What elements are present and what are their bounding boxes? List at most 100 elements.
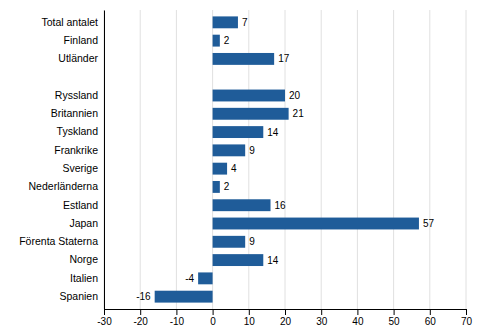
data-label: 7 xyxy=(242,17,248,28)
y-tick-label: Tyskland xyxy=(57,125,99,137)
y-tick-label: Nederländerna xyxy=(29,180,99,192)
bar xyxy=(155,291,213,303)
data-label: 2 xyxy=(224,181,230,192)
y-tick: Ryssland xyxy=(55,89,104,101)
bar xyxy=(213,218,419,230)
x-tick: 40 xyxy=(352,309,364,327)
y-tick-label: Total antalet xyxy=(41,16,98,28)
y-tick-label: Utländer xyxy=(58,52,98,64)
x-tick-label: 70 xyxy=(461,316,473,327)
grid-line xyxy=(357,10,358,309)
y-tick-label: Estland xyxy=(63,199,98,211)
bar xyxy=(213,254,264,266)
bar xyxy=(213,144,246,156)
x-tick: 20 xyxy=(280,309,292,327)
x-tick-mark xyxy=(321,309,322,315)
x-tick-label: -20 xyxy=(133,316,148,327)
x-tick-label: 50 xyxy=(389,316,401,327)
bar xyxy=(213,199,271,211)
x-tick-mark xyxy=(466,309,467,315)
grid-line xyxy=(393,10,394,309)
x-tick-mark xyxy=(249,309,250,315)
data-label: 4 xyxy=(231,163,237,174)
bar xyxy=(213,126,264,138)
y-tick: Frankrike xyxy=(54,144,104,156)
grid-line xyxy=(321,10,322,309)
bars xyxy=(155,16,419,302)
x-tick: -10 xyxy=(170,309,185,327)
y-tick-label: Spanien xyxy=(59,290,98,302)
y-tick: Estland xyxy=(63,199,104,211)
data-label: 57 xyxy=(423,218,435,229)
x-tick-mark xyxy=(357,309,358,315)
bar xyxy=(213,236,246,248)
data-labels: 72172021149421657914-4-16 xyxy=(136,17,434,302)
data-label: -16 xyxy=(136,291,151,302)
x-tick: 60 xyxy=(425,309,437,327)
bar xyxy=(213,90,285,102)
bar xyxy=(213,108,289,120)
data-label: 14 xyxy=(267,255,279,266)
y-tick: Norge xyxy=(69,253,104,265)
y-tick-label: Finland xyxy=(64,34,99,46)
x-tick-mark xyxy=(285,309,286,315)
x-tick: 70 xyxy=(461,309,473,327)
x-tick-label: 0 xyxy=(210,316,216,327)
y-tick: Italien xyxy=(70,272,104,284)
y-tick-label: Italien xyxy=(70,272,98,284)
x-tick-label: -10 xyxy=(170,316,185,327)
x-tick-label: -30 xyxy=(97,316,112,327)
x-tick-mark xyxy=(430,309,431,315)
grid-line xyxy=(429,10,430,309)
x-tick-label: 60 xyxy=(425,316,437,327)
data-label: 20 xyxy=(289,90,301,101)
x-tick-mark xyxy=(213,309,214,315)
x-tick: -30 xyxy=(97,309,112,327)
data-label: 14 xyxy=(267,127,279,138)
bar xyxy=(213,163,227,175)
y-axis-line xyxy=(104,11,105,310)
x-tick: 30 xyxy=(316,309,328,327)
y-tick: Sverige xyxy=(62,162,104,174)
y-tick: Japan xyxy=(69,217,104,229)
y-tick: Britannien xyxy=(51,107,104,119)
grid-line xyxy=(104,10,105,309)
y-tick-label: Frankrike xyxy=(54,144,98,156)
y-tick-label: Förenta Staterna xyxy=(19,235,98,247)
bar xyxy=(213,16,238,28)
y-tick-label: Sverige xyxy=(62,162,98,174)
x-tick-label: 40 xyxy=(352,316,364,327)
chart: 72172021149421657914-4-16-30-20-10010203… xyxy=(0,0,486,335)
y-tick: Total antalet xyxy=(41,16,104,28)
data-label: -4 xyxy=(185,273,194,284)
data-label: 17 xyxy=(278,53,290,64)
data-label: 9 xyxy=(249,145,255,156)
x-axis: -30 -20 -10 0 10 20 30 40 50 60 70 xyxy=(97,309,472,327)
x-axis-line xyxy=(105,310,467,316)
x-tick-mark xyxy=(394,309,395,315)
bar xyxy=(213,53,275,65)
bar xyxy=(198,272,212,284)
plot: 72172021149421657914-4-16-30-20-10010203… xyxy=(19,10,472,327)
x-tick-label: 10 xyxy=(244,316,256,327)
y-tick: Förenta Staterna xyxy=(19,235,104,247)
data-label: 9 xyxy=(249,236,255,247)
x-tick-mark xyxy=(140,309,141,315)
data-label: 2 xyxy=(224,35,230,46)
grid-line xyxy=(140,10,141,309)
x-tick: 10 xyxy=(244,309,256,327)
x-tick: -20 xyxy=(133,309,148,327)
grid-line xyxy=(176,10,177,309)
grid xyxy=(104,10,466,309)
x-tick: 0 xyxy=(210,309,216,327)
data-label: 16 xyxy=(275,200,287,211)
x-tick-mark xyxy=(104,309,105,315)
y-tick: Nederländerna xyxy=(29,180,104,192)
y-tick-label: Japan xyxy=(69,217,98,229)
y-tick-label: Norge xyxy=(69,253,98,265)
x-tick-label: 30 xyxy=(316,316,328,327)
x-tick-mark xyxy=(176,309,177,315)
bar xyxy=(213,35,220,47)
y-axis: Total antalet Finland Utländer Ryssland Brit… xyxy=(19,11,104,310)
y-tick: Finland xyxy=(64,34,104,46)
